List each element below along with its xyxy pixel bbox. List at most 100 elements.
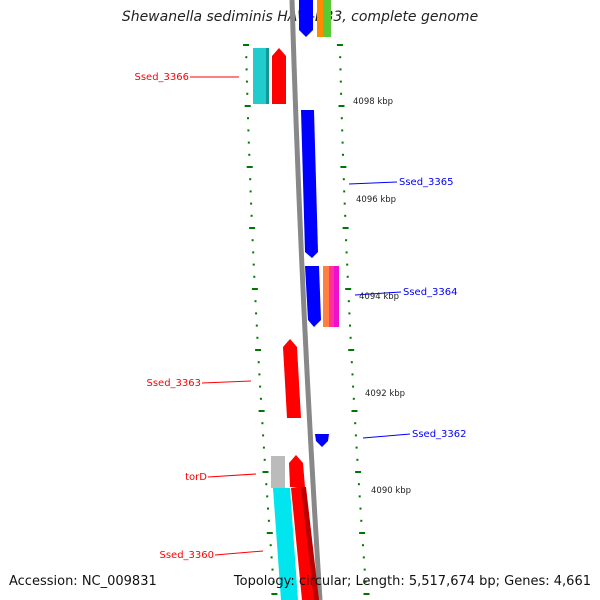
tick-mark-left (252, 251, 255, 254)
tick-mark-right (346, 263, 349, 266)
tick-mark-left (255, 324, 258, 327)
tick-mark-right (338, 105, 345, 107)
leader-ssed3360 (214, 550, 264, 556)
tick-mark-left (262, 446, 265, 449)
feature-ssed3364-gradient-right (334, 266, 339, 327)
tick-mark-left (245, 80, 248, 83)
tick-mark-left (255, 349, 262, 351)
tick-mark-right (362, 544, 364, 547)
tick-mark-right (343, 190, 346, 193)
tick-mark-right (346, 275, 349, 278)
tick-mark-right (359, 507, 362, 510)
tick-mark-left (261, 422, 264, 425)
tick-mark-right (341, 141, 344, 144)
tick-mark-right (354, 434, 357, 437)
feature-top-green (323, 0, 331, 37)
tick-mark-right (344, 214, 347, 217)
feature-top-reverse-arrow (299, 30, 313, 37)
tick-mark-right (336, 44, 343, 46)
feature-top-reverse (299, 0, 313, 30)
feature-tord-arrow (289, 455, 305, 487)
tick-mark-right (362, 556, 365, 559)
tick-mark-left (256, 336, 259, 339)
accession-text: Accession: NC_009831 (9, 574, 157, 589)
tick-mark-right (359, 532, 366, 534)
tick-mark-left (247, 117, 249, 120)
kbp-label-4090: 4090 kbp (371, 486, 411, 496)
gene-label-ssed3360: Ssed_3360 (159, 550, 214, 561)
genome-backbone (289, 0, 323, 600)
tick-mark-left (258, 373, 261, 376)
tick-mark-left (262, 471, 269, 473)
tick-mark-right (342, 178, 345, 181)
tick-mark-left (246, 92, 249, 95)
feature-ssed3360-red (291, 486, 317, 600)
tick-mark-right (340, 166, 347, 168)
tick-mark-right (339, 68, 342, 71)
tick-mark-right (345, 239, 348, 242)
leader-ssed3364 (354, 291, 402, 296)
feature-ssed3362-arrow (315, 434, 329, 447)
feature-ssed3364-gradient-mid (329, 266, 334, 327)
tick-circles (243, 44, 370, 595)
tick-mark-right (350, 361, 353, 364)
kbp-label-4096: 4096 kbp (356, 195, 396, 205)
tick-mark-right (360, 519, 363, 522)
tick-mark-left (247, 129, 250, 132)
feature-ssed3365-arrow (301, 110, 318, 258)
tick-mark-right (345, 251, 348, 254)
tick-mark-right (340, 117, 343, 120)
tick-mark-right (355, 446, 358, 449)
tick-mark-right (356, 458, 359, 461)
feature-ssed3360-cyan (273, 488, 298, 600)
tick-mark-right (348, 312, 351, 315)
gene-label-ssed3363: Ssed_3363 (146, 378, 201, 389)
gene-label-tord: torD (185, 472, 207, 483)
tick-mark-left (249, 227, 256, 229)
tick-mark-left (271, 593, 278, 595)
tick-mark-right (349, 336, 352, 339)
tick-mark-right (364, 580, 367, 583)
tick-mark-left (269, 544, 272, 547)
tick-mark-left (243, 44, 249, 46)
tick-mark-left (245, 68, 248, 71)
tick-mark-left (251, 239, 254, 242)
tick-mark-left (252, 263, 255, 266)
tick-mark-right (351, 410, 358, 412)
tick-mark-right (358, 495, 361, 498)
gene-label-ssed3365: Ssed_3365 (399, 177, 454, 188)
tick-mark-right (343, 202, 346, 205)
tick-mark-left (267, 507, 269, 510)
tick-mark-right (348, 349, 355, 351)
tick-mark-right (347, 300, 350, 303)
tick-mark-left (267, 519, 270, 522)
feature-ssed3366-cyan-shade (266, 48, 269, 104)
tick-mark-left (258, 410, 265, 412)
tick-mark-right (339, 80, 342, 83)
kbp-label-4098: 4098 kbp (353, 97, 393, 107)
tick-mark-right (354, 422, 357, 425)
feature-ssed3364-arrow (305, 266, 321, 327)
tick-mark-right (345, 288, 352, 290)
tick-mark-right (342, 227, 349, 229)
feature-top-orange (317, 0, 323, 37)
leader-tord (207, 473, 257, 478)
leader-ssed3365 (348, 181, 398, 185)
kbp-label-4092: 4092 kbp (365, 389, 405, 399)
tick-mark-left (262, 434, 265, 437)
gene-label-ssed3362: Ssed_3362 (412, 429, 467, 440)
gene-label-ssed3366: Ssed_3366 (134, 72, 189, 83)
tick-mark-left (250, 214, 253, 217)
tick-mark-right (355, 471, 362, 473)
tick-mark-right (352, 397, 355, 400)
tick-mark-left (255, 312, 258, 315)
tick-mark-left (257, 361, 260, 364)
tick-mark-left (259, 397, 262, 400)
tick-mark-left (270, 556, 273, 559)
tick-mark-left (244, 105, 251, 107)
tick-mark-left (263, 458, 266, 461)
kbp-label-4094: 4094 kbp (359, 292, 399, 302)
tick-mark-left (266, 532, 273, 534)
